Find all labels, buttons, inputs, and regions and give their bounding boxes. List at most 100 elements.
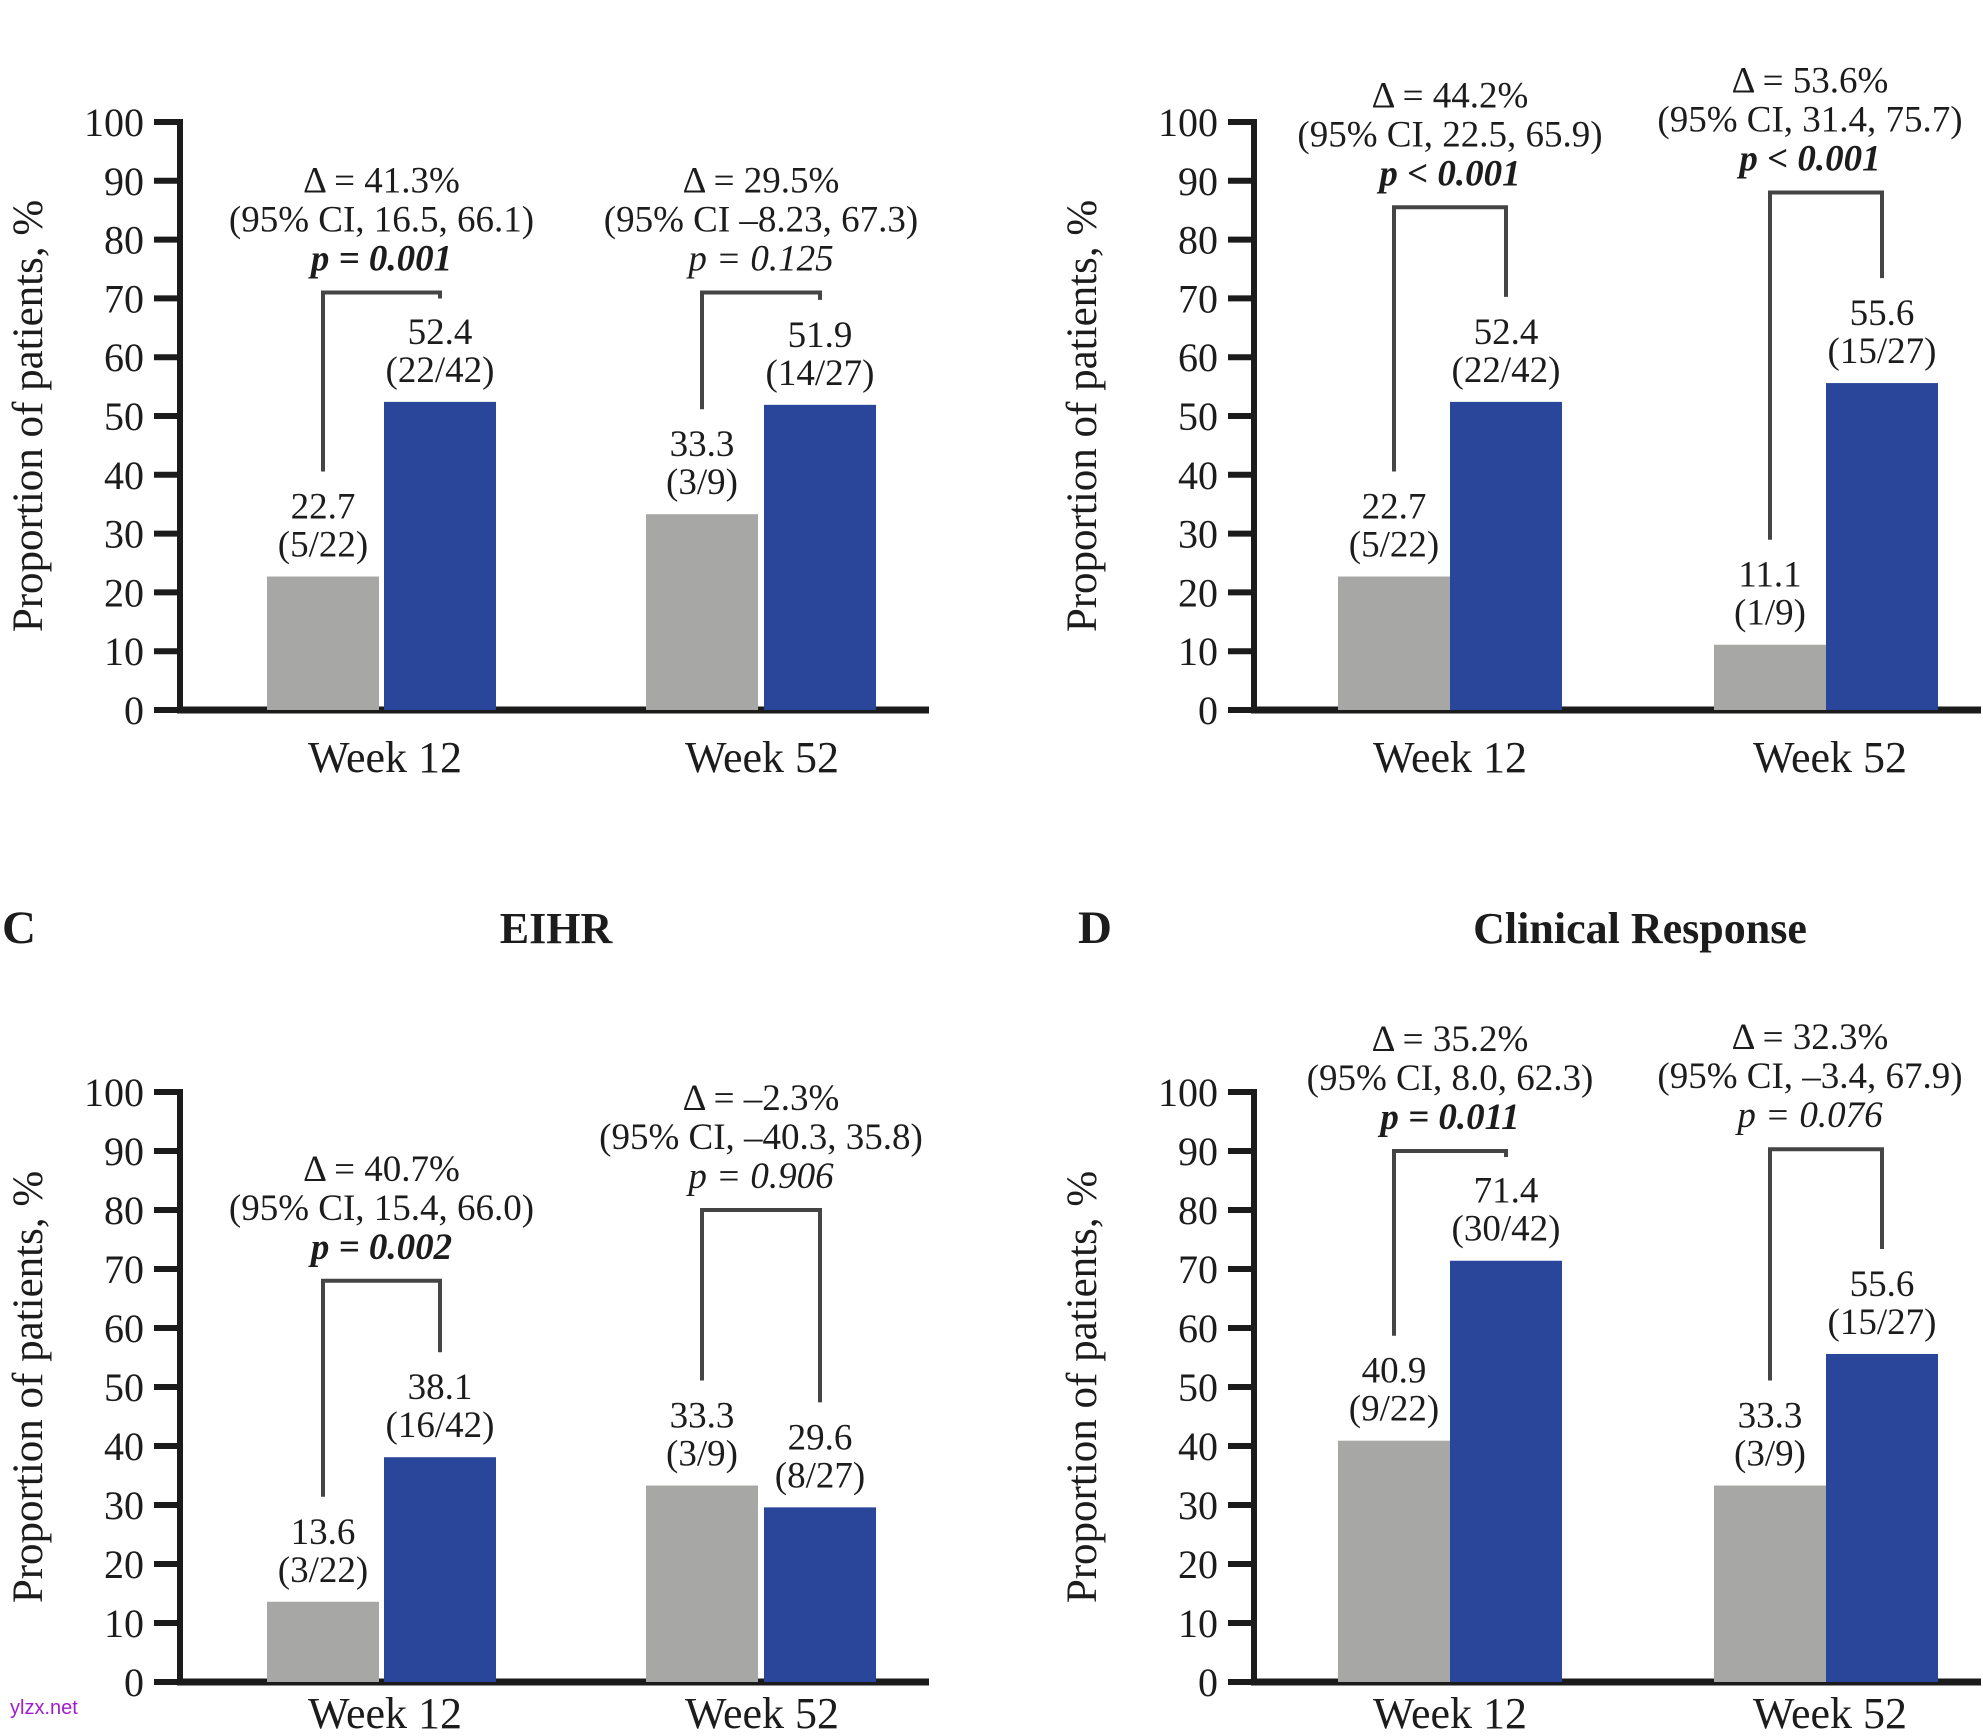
bar-value-label: 33.3 bbox=[670, 1396, 735, 1437]
bar-value-label: 52.4 bbox=[408, 312, 473, 353]
bar-value-label: 51.9 bbox=[788, 315, 853, 356]
y-tick-label: 30 bbox=[104, 512, 144, 557]
comparison-ci: (95% CI, 15.4, 66.0) bbox=[229, 1188, 534, 1229]
y-tick-label: 10 bbox=[104, 1601, 144, 1646]
y-tick-label: 70 bbox=[104, 276, 144, 321]
x-category-label: Week 52 bbox=[685, 733, 839, 782]
comparison-ci: (95% CI, 31.4, 75.7) bbox=[1657, 100, 1962, 141]
y-tick-label: 50 bbox=[1178, 1365, 1218, 1410]
x-category-label: Week 52 bbox=[685, 1689, 839, 1736]
bar-fraction-label: (30/42) bbox=[1452, 1209, 1561, 1250]
y-tick-label: 40 bbox=[1178, 1424, 1218, 1469]
y-tick-label: 100 bbox=[1158, 100, 1218, 145]
bar-value-label: 55.6 bbox=[1850, 1264, 1915, 1305]
bar-fraction-label: (3/9) bbox=[1734, 1434, 1806, 1475]
panel-letter-d: D bbox=[1078, 902, 1112, 954]
bar-fraction-label: (3/9) bbox=[666, 1434, 738, 1475]
comparison-bracket bbox=[1768, 1147, 1884, 1381]
bar-fraction-label: (1/9) bbox=[1734, 593, 1806, 634]
y-axis-label: Proportion of patients, % bbox=[1059, 200, 1106, 632]
comparison-delta: Δ = 32.3% bbox=[1732, 1017, 1889, 1058]
comparison-delta: Δ = 53.6% bbox=[1732, 61, 1889, 102]
x-category-label: Week 12 bbox=[1373, 1689, 1527, 1736]
panel-bottom-left-chart: Proportion of patients, % 0 10 20 30 40 50 60 70… bbox=[5, 1070, 929, 1736]
y-tick-label: 0 bbox=[124, 1660, 144, 1705]
comparison-delta: Δ = 44.2% bbox=[1372, 75, 1529, 116]
comparison-bracket bbox=[1392, 1149, 1508, 1336]
y-tick-label: 0 bbox=[124, 688, 144, 733]
comparison-p-value: p = 0.125 bbox=[685, 239, 833, 280]
y-tick-label: 90 bbox=[1178, 1129, 1218, 1174]
x-category-label: Week 52 bbox=[1753, 1689, 1907, 1736]
y-tick-label: 90 bbox=[104, 1129, 144, 1174]
bar-fraction-label: (15/27) bbox=[1828, 1302, 1937, 1343]
y-tick-label: 50 bbox=[104, 1365, 144, 1410]
y-tick-label: 10 bbox=[1178, 629, 1218, 674]
bar-value-label: 22.7 bbox=[1362, 487, 1427, 528]
y-tick-label: 50 bbox=[1178, 394, 1218, 439]
panel-top-right-chart: Proportion of patients, % 0 10 20 30 40 50 60 70… bbox=[1059, 61, 1981, 782]
bar-fraction-label: (22/42) bbox=[386, 350, 495, 391]
y-tick-label: 70 bbox=[1178, 1247, 1218, 1292]
y-tick-label: 10 bbox=[1178, 1601, 1218, 1646]
bar-blue-week-52 bbox=[764, 1507, 876, 1682]
comparison-p-value: p = 0.906 bbox=[685, 1156, 834, 1197]
y-tick-label: 100 bbox=[1158, 1070, 1218, 1115]
y-tick-label: 40 bbox=[104, 453, 144, 498]
comparison-delta: Δ = 35.2% bbox=[1372, 1019, 1529, 1060]
bar-fraction-label: (9/22) bbox=[1349, 1389, 1439, 1430]
y-tick-label: 60 bbox=[104, 335, 144, 380]
bar-value-label: 13.6 bbox=[291, 1512, 356, 1553]
bar-fraction-label: (3/22) bbox=[278, 1550, 368, 1591]
bar-value-label: 55.6 bbox=[1850, 293, 1915, 334]
bar-gray-week-12 bbox=[267, 1601, 379, 1682]
x-category-label: Week 12 bbox=[1373, 733, 1527, 782]
panel-title-clinical-response: Clinical Response bbox=[1473, 904, 1807, 953]
watermark: ylzx.net bbox=[10, 1697, 78, 1719]
comparison-ci: (95% CI –8.23, 67.3) bbox=[604, 200, 918, 241]
comparison-ci: (95% CI, 8.0, 62.3) bbox=[1307, 1058, 1594, 1099]
bar-value-label: 52.4 bbox=[1474, 312, 1539, 353]
comparison-bracket bbox=[700, 290, 822, 410]
comparison-ci: (95% CI, 22.5, 65.9) bbox=[1297, 114, 1602, 155]
bar-value-label: 11.1 bbox=[1738, 555, 1801, 596]
y-tick-label: 80 bbox=[1178, 218, 1218, 263]
y-tick-label: 100 bbox=[84, 100, 144, 145]
comparison-bracket bbox=[1768, 190, 1884, 540]
comparison-delta: Δ = 40.7% bbox=[303, 1149, 460, 1190]
panel-bottom-right-chart: Proportion of patients, % 0 10 20 30 40 50 60 70… bbox=[1059, 1017, 1981, 1736]
bar-fraction-label: (22/42) bbox=[1452, 350, 1561, 391]
comparison-delta: Δ = 41.3% bbox=[303, 161, 460, 202]
panel-letter-c: C bbox=[2, 902, 36, 954]
bar-blue-week-12 bbox=[384, 1457, 496, 1682]
comparison-p-value: p = 0.001 bbox=[308, 239, 452, 280]
x-category-label: Week 12 bbox=[308, 1689, 462, 1736]
y-tick-label: 30 bbox=[104, 1483, 144, 1528]
y-tick-label: 60 bbox=[104, 1306, 144, 1351]
comparison-ci: (95% CI, –40.3, 35.8) bbox=[599, 1117, 923, 1158]
bar-blue-week-12 bbox=[1450, 401, 1562, 710]
y-tick-label: 60 bbox=[1178, 335, 1218, 380]
bar-gray-week-12 bbox=[1338, 576, 1450, 710]
y-tick-label: 10 bbox=[104, 629, 144, 674]
y-tick-label: 90 bbox=[1178, 159, 1218, 204]
y-tick-label: 20 bbox=[104, 570, 144, 615]
y-tick-label: 30 bbox=[1178, 1483, 1218, 1528]
comparison-p-value: p = 0.002 bbox=[308, 1227, 452, 1268]
comparison-delta: Δ = 29.5% bbox=[683, 161, 840, 202]
bar-fraction-label: (3/9) bbox=[666, 462, 738, 503]
comparison-bracket bbox=[321, 1278, 442, 1497]
comparison-p-value: p = 0.076 bbox=[1734, 1095, 1883, 1136]
y-tick-label: 20 bbox=[1178, 570, 1218, 615]
bar-gray-week-12 bbox=[267, 576, 379, 710]
y-tick-label: 40 bbox=[1178, 453, 1218, 498]
bar-value-label: 33.3 bbox=[1738, 1396, 1803, 1437]
comparison-bracket bbox=[321, 290, 442, 472]
y-tick-label: 0 bbox=[1198, 1660, 1218, 1705]
bar-value-label: 71.4 bbox=[1474, 1171, 1539, 1212]
y-tick-label: 20 bbox=[104, 1542, 144, 1587]
comparison-p-value: p < 0.001 bbox=[1376, 153, 1520, 194]
y-tick-label: 40 bbox=[104, 1424, 144, 1469]
comparison-p-value: p = 0.011 bbox=[1377, 1097, 1519, 1138]
